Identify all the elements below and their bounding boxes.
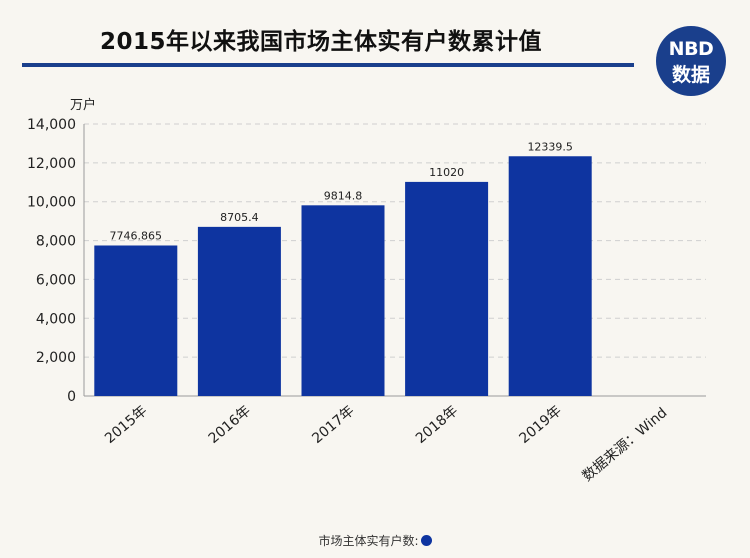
- nbd-logo: NBD 数据: [656, 26, 726, 96]
- legend: 市场主体实有户数:: [0, 532, 750, 549]
- x-tick-label: 2015年: [102, 403, 150, 447]
- bar: [197, 226, 281, 396]
- y-tick-label: 8,000: [36, 234, 76, 250]
- x-tick-label: 2016年: [206, 403, 254, 447]
- data-label: 7746.865: [110, 229, 163, 242]
- bar: [94, 245, 178, 396]
- y-tick-label: 4,000: [36, 311, 76, 327]
- y-tick-label: 2,000: [36, 350, 76, 366]
- chart-title: 2015年以来我国市场主体实有户数累计值: [100, 29, 543, 55]
- y-tick-label: 10,000: [27, 195, 76, 211]
- data-label: 8705.4: [220, 211, 259, 224]
- data-label: 11020: [429, 166, 464, 179]
- data-label: 12339.5: [527, 140, 573, 153]
- legend-swatch: [420, 535, 432, 546]
- logo-sub-text: 数据: [671, 64, 710, 86]
- logo-brand-text: NBD: [668, 38, 714, 60]
- bar: [301, 205, 385, 396]
- y-axis-unit-label: 万户: [70, 98, 97, 113]
- x-tick-label: 2018年: [413, 403, 461, 447]
- bar: [508, 156, 592, 396]
- y-tick-label: 12,000: [27, 156, 76, 172]
- x-tick-label: 2017年: [309, 403, 357, 447]
- y-tick-label: 14,000: [27, 117, 76, 133]
- y-tick-label: 0: [67, 389, 76, 405]
- title-underline: [22, 63, 634, 67]
- x-tick-label: 2019年: [516, 403, 564, 447]
- legend-label: 市场主体实有户数:: [318, 534, 419, 548]
- bar: [405, 181, 489, 396]
- y-tick-label: 6,000: [36, 272, 76, 288]
- source-note: 数据来源：Wind: [580, 405, 671, 485]
- data-label: 9814.8: [324, 189, 363, 202]
